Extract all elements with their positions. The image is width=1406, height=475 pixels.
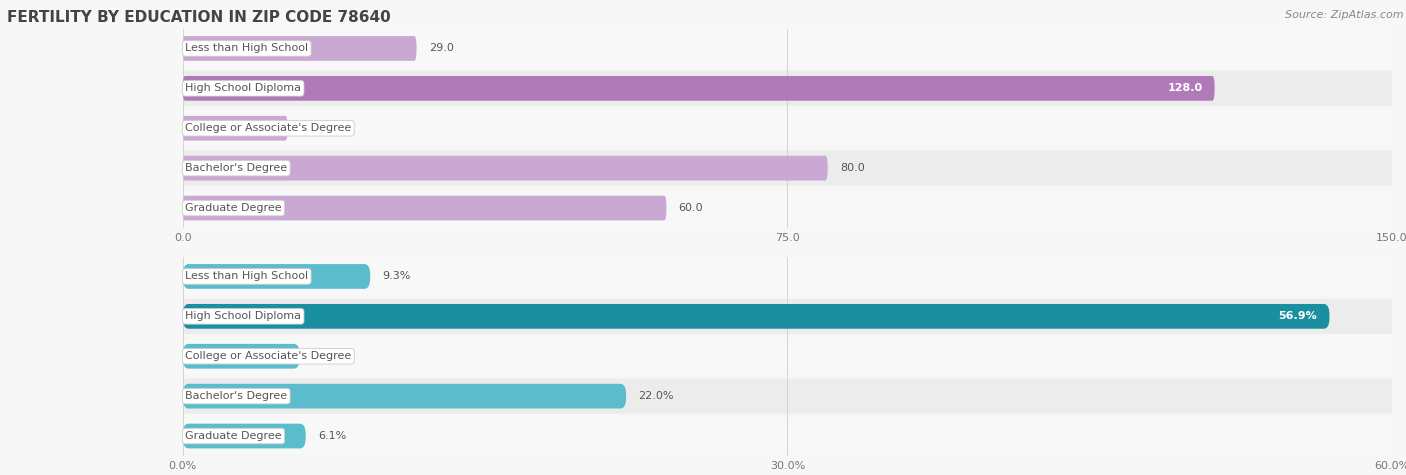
Text: 60.0: 60.0 [679,203,703,213]
FancyBboxPatch shape [183,379,1392,414]
Text: Less than High School: Less than High School [186,271,308,282]
Text: Bachelor's Degree: Bachelor's Degree [186,163,287,173]
Text: 29.0: 29.0 [429,43,454,54]
Text: Graduate Degree: Graduate Degree [186,431,281,441]
Text: 9.3%: 9.3% [382,271,411,282]
FancyBboxPatch shape [183,299,1392,334]
FancyBboxPatch shape [183,151,1392,186]
FancyBboxPatch shape [183,344,299,369]
FancyBboxPatch shape [183,111,1392,146]
Text: 80.0: 80.0 [839,163,865,173]
FancyBboxPatch shape [183,196,666,220]
Text: 56.9%: 56.9% [1278,311,1317,322]
Text: 5.8%: 5.8% [312,351,340,361]
FancyBboxPatch shape [183,418,1392,454]
Text: College or Associate's Degree: College or Associate's Degree [186,123,352,133]
FancyBboxPatch shape [183,71,1392,106]
Text: College or Associate's Degree: College or Associate's Degree [186,351,352,361]
FancyBboxPatch shape [183,259,1392,294]
Text: 22.0%: 22.0% [638,391,673,401]
Text: Bachelor's Degree: Bachelor's Degree [186,391,287,401]
Text: High School Diploma: High School Diploma [186,311,301,322]
Text: High School Diploma: High School Diploma [186,83,301,94]
FancyBboxPatch shape [183,31,1392,66]
FancyBboxPatch shape [183,339,1392,374]
Text: 128.0: 128.0 [1167,83,1202,94]
FancyBboxPatch shape [183,76,1215,101]
FancyBboxPatch shape [183,156,828,180]
Text: Graduate Degree: Graduate Degree [186,203,281,213]
FancyBboxPatch shape [183,116,288,141]
FancyBboxPatch shape [183,190,1392,226]
FancyBboxPatch shape [183,304,1330,329]
FancyBboxPatch shape [183,424,305,448]
Text: Less than High School: Less than High School [186,43,308,54]
Text: 13.0: 13.0 [299,123,325,133]
FancyBboxPatch shape [183,36,416,61]
FancyBboxPatch shape [183,384,626,408]
FancyBboxPatch shape [183,264,370,289]
Text: FERTILITY BY EDUCATION IN ZIP CODE 78640: FERTILITY BY EDUCATION IN ZIP CODE 78640 [7,10,391,25]
Text: 6.1%: 6.1% [318,431,346,441]
Text: Source: ZipAtlas.com: Source: ZipAtlas.com [1285,10,1403,19]
